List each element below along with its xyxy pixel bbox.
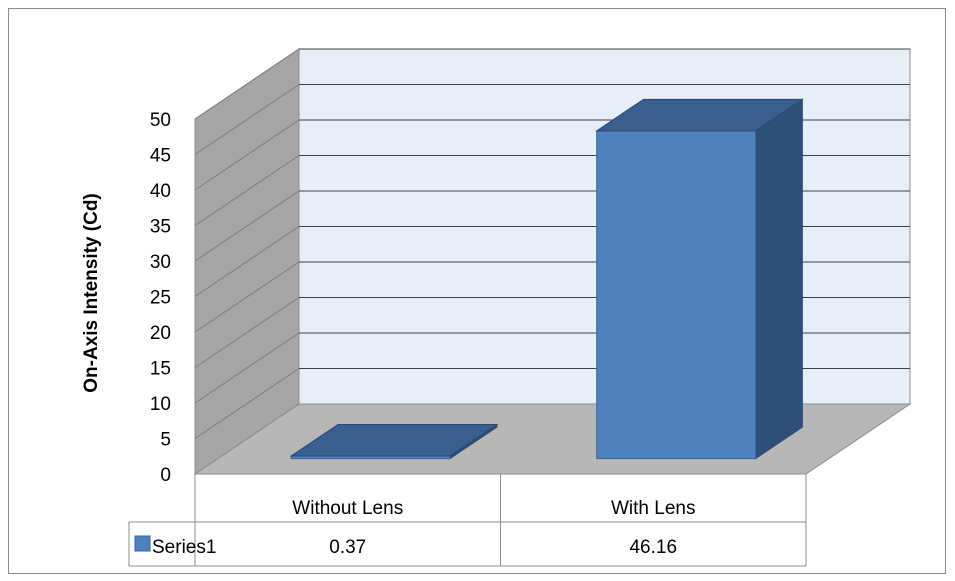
category-label: Without Lens (292, 498, 403, 519)
bar-with-lens (595, 98, 804, 460)
bar-front (596, 130, 757, 460)
y-tick-label: 0 (160, 465, 171, 486)
y-axis-title: On-Axis Intensity (Cd) (81, 193, 102, 393)
data-label: 46.16 (629, 537, 677, 558)
y-tick-label: 50 (150, 110, 171, 131)
y-tick-label: 30 (150, 252, 171, 273)
chart-svg: 0 5 10 15 20 25 30 35 40 45 50 On-Axis Intensity (… (81, 48, 912, 567)
y-tick-label: 15 (150, 359, 171, 380)
category-label: With Lens (611, 498, 695, 519)
y-tick-label: 40 (150, 181, 171, 202)
bar-side (755, 98, 803, 460)
chart-frame: 0 5 10 15 20 25 30 35 40 45 50 On-Axis Intensity (… (8, 8, 946, 574)
gridline-side (194, 297, 300, 368)
legend-series-name: Series1 (152, 537, 216, 558)
gridline-side (194, 190, 300, 262)
gridline-side (194, 368, 300, 439)
gridline-side (194, 84, 300, 155)
y-tick-label: 5 (160, 430, 171, 451)
y-tick-label: 45 (150, 146, 171, 167)
gridline-side (194, 226, 300, 297)
gridline-side (194, 261, 300, 333)
bar-top (595, 98, 804, 132)
y-tick-label: 25 (150, 288, 171, 309)
gridline-side (194, 119, 300, 191)
bar-top (289, 423, 499, 457)
bar-without-lens (289, 423, 499, 460)
bars (289, 98, 804, 460)
data-table: Without Lens 0.37 With Lens 46.16 Series1 (128, 474, 807, 567)
gridline-side (194, 48, 300, 120)
y-tick-labels: 0 5 10 15 20 25 30 35 40 45 50 (150, 110, 171, 486)
gridline-side (194, 332, 300, 404)
gridline-side (194, 155, 300, 226)
data-label: 0.37 (329, 537, 366, 558)
y-tick-label: 10 (150, 394, 171, 415)
legend-key (134, 535, 151, 552)
y-tick-label: 20 (150, 323, 171, 344)
y-tick-label: 35 (150, 217, 171, 238)
